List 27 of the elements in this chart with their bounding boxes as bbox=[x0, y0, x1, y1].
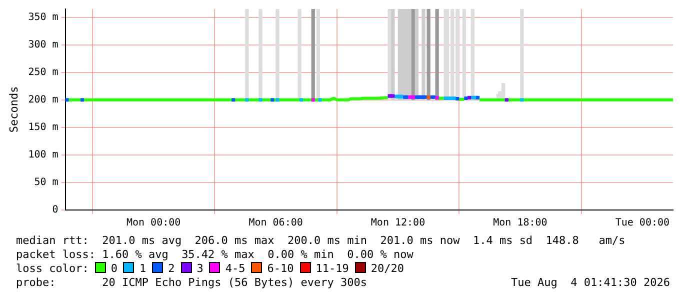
y-tick-label: 50 m bbox=[34, 177, 58, 188]
text: Tue Aug 4 01:41:30 2026 bbox=[511, 276, 670, 290]
legend-label: 6-10 bbox=[267, 262, 294, 275]
legend-title: loss color: bbox=[16, 262, 89, 275]
legend-label: 4-5 bbox=[225, 262, 246, 275]
y-tick-label: 150 m bbox=[28, 122, 58, 133]
y-axis-title: Seconds bbox=[7, 86, 20, 133]
x-tick-label: Mon 18:00 bbox=[493, 218, 548, 229]
y-tick-label: 200 m bbox=[28, 94, 58, 106]
text: median rtt: 201.0 ms avg 206.0 ms max 200.0 ms min 201.0 ms now 1.4 ms sd 148.8 am/s bbox=[16, 234, 626, 248]
legend-label: 1 bbox=[139, 262, 146, 275]
text: packet loss: 1.60 % avg 35.42 % max 0.00 % min 0.00 % now bbox=[16, 248, 414, 262]
legend-label: 11-19 bbox=[316, 262, 349, 275]
x-tick-label: Mon 00:00 bbox=[126, 218, 181, 229]
legend-label: 3 bbox=[196, 262, 204, 275]
x-tick-label: Mon 12:00 bbox=[370, 218, 426, 229]
y-tick-label: 250 m bbox=[28, 66, 58, 78]
x-tick-label: Mon 06:00 bbox=[248, 218, 303, 229]
y-tick-label: 0 bbox=[52, 204, 58, 216]
legend-label: 0 bbox=[110, 262, 118, 275]
legend-label: 2 bbox=[168, 262, 175, 275]
y-tick-label: 300 m bbox=[28, 39, 58, 50]
text: probe: 20 ICMP Echo Pings (56 Bytes) every 300s bbox=[16, 276, 367, 290]
x-tick-label: Tue 00:00 bbox=[615, 218, 670, 229]
y-tick-label: 100 m bbox=[28, 150, 58, 161]
legend-label: 20/20 bbox=[370, 262, 404, 275]
y-tick-label: 350 m bbox=[28, 12, 58, 23]
